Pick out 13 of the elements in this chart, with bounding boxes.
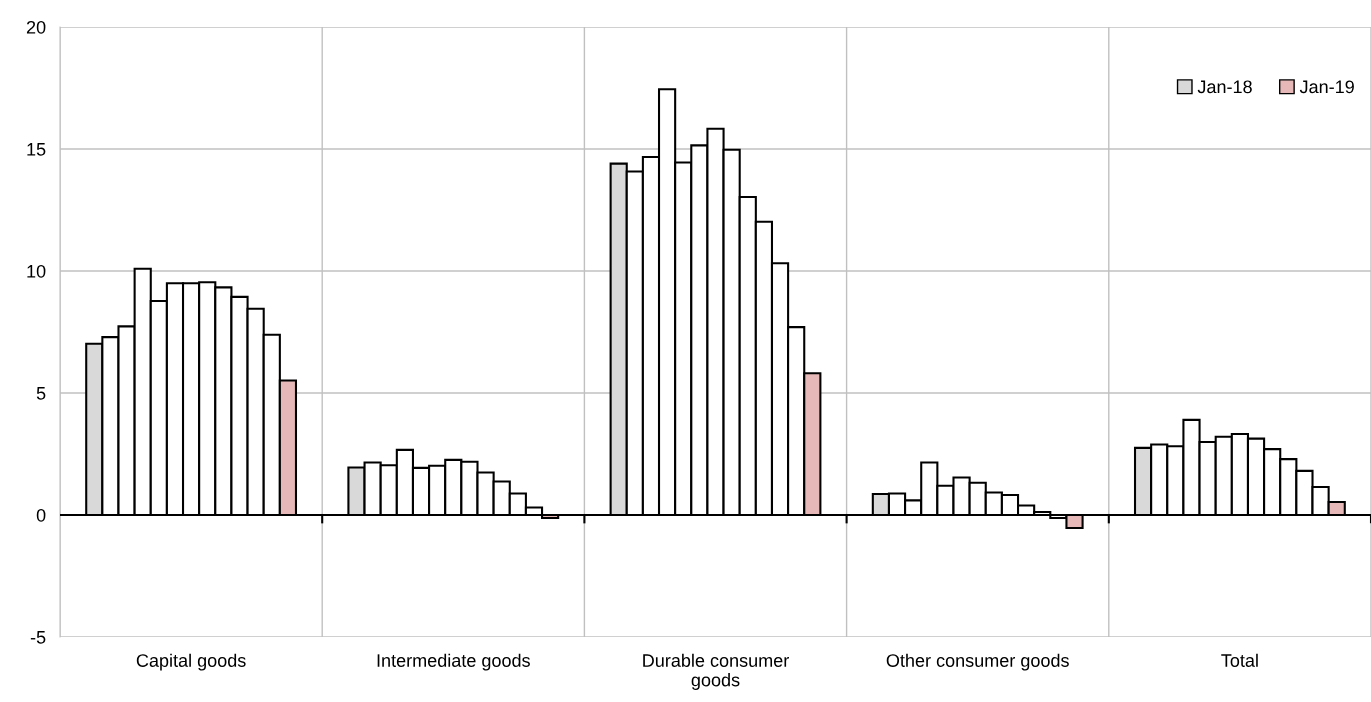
legend-label: Jan-18: [1197, 80, 1252, 94]
x-tick-label: Capital goods: [136, 653, 246, 671]
x-tick-label: Total: [1221, 653, 1258, 667]
legend-label: Jan-19: [1299, 80, 1354, 94]
y-tick-label: 15: [27, 143, 46, 156]
y-tick-label: 10: [27, 264, 46, 278]
y-tick-label: 5: [36, 387, 46, 400]
y-tick-label: -5: [30, 631, 46, 644]
x-tick-label: Other consumer goods: [886, 653, 1069, 671]
y-tick-label: 0: [36, 508, 46, 522]
y-tick-label: 20: [26, 20, 46, 34]
x-tick-label: Intermediate goods: [377, 653, 530, 671]
x-tick-label: Durable consumer goods: [643, 653, 789, 690]
